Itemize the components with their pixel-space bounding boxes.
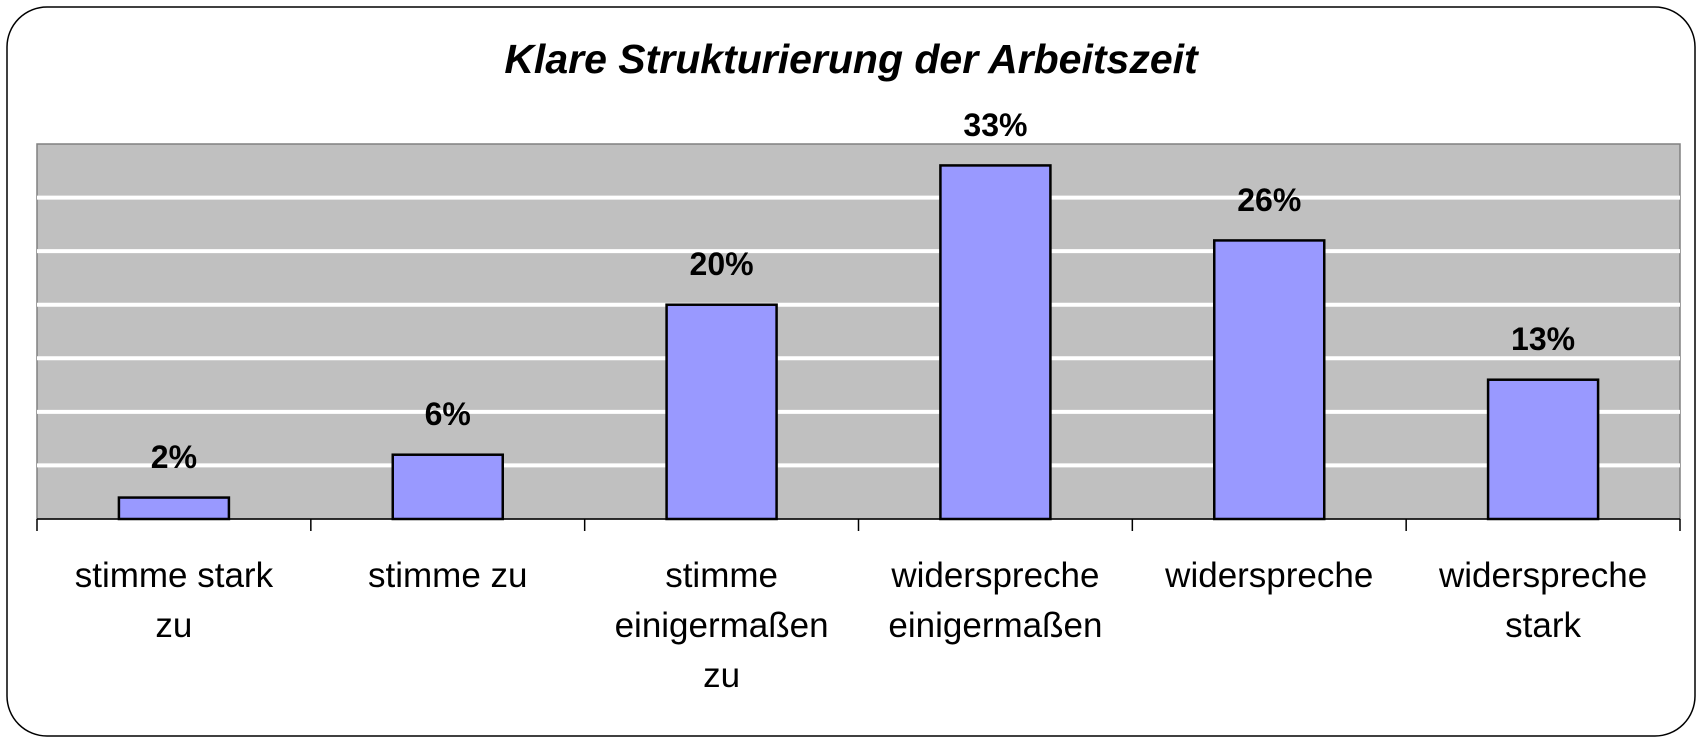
data-label: 20% — [690, 246, 754, 282]
bar — [391, 453, 504, 521]
x-tick-label: stimme einigermaßen zu — [614, 556, 829, 695]
plot-area — [36, 143, 1681, 520]
chart-title: Klare Strukturierung der Arbeitszeit — [504, 36, 1200, 82]
x-tick-label: stimme zu — [368, 556, 528, 595]
data-label: 6% — [425, 396, 471, 432]
x-tick-label: widerspreche einigermaßen — [888, 556, 1103, 645]
x-tick-label: widerspreche — [1165, 556, 1374, 595]
bar — [939, 164, 1052, 521]
data-label: 13% — [1511, 321, 1575, 357]
x-tick-label: widerspreche stark — [1439, 556, 1648, 645]
data-label: 2% — [151, 439, 197, 475]
bar — [665, 303, 778, 521]
bar — [1486, 378, 1600, 521]
bar — [1213, 239, 1326, 521]
x-tick-label: stimme stark zu — [74, 556, 274, 645]
data-label: 33% — [963, 107, 1027, 143]
data-label: 26% — [1237, 182, 1301, 218]
bar — [117, 496, 231, 521]
